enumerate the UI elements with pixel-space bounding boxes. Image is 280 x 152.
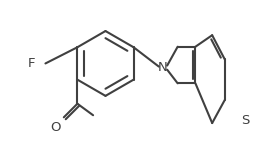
- Text: O: O: [50, 121, 60, 134]
- Text: N: N: [158, 61, 168, 74]
- Text: S: S: [241, 114, 250, 128]
- Text: F: F: [28, 57, 35, 70]
